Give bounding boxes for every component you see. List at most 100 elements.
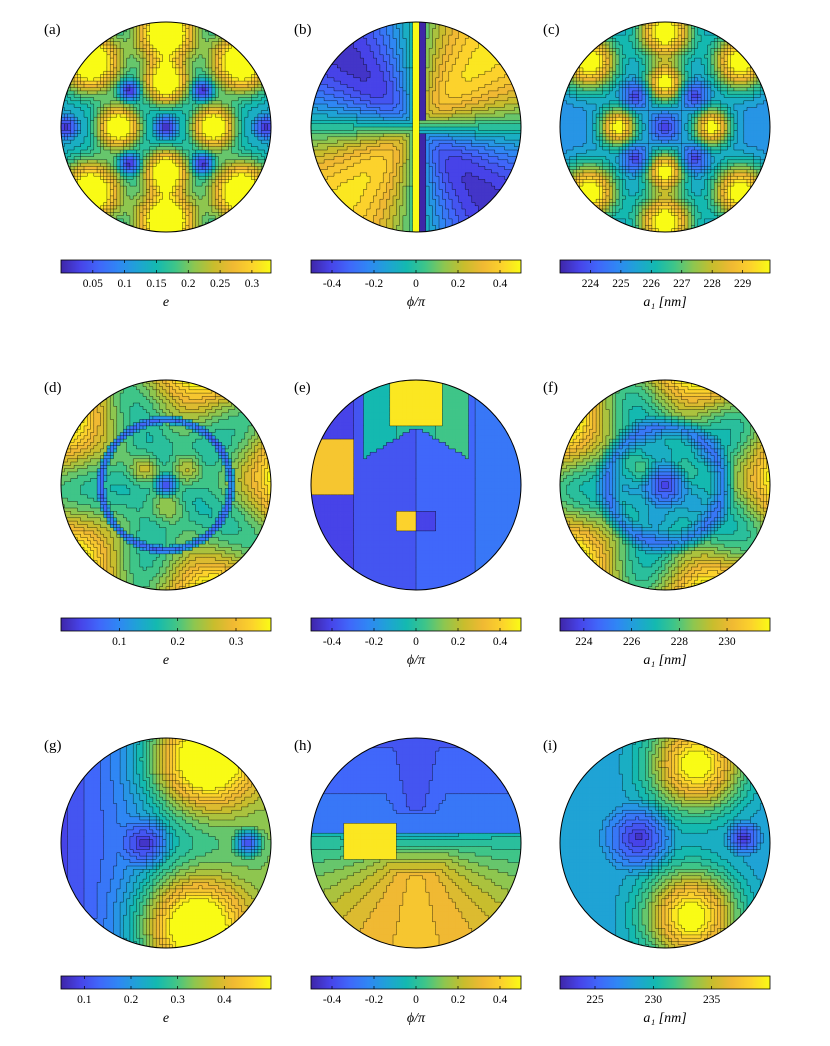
heatmap-cell [376, 222, 381, 226]
heatmap-cell [188, 25, 193, 29]
heatmap-cell [198, 143, 203, 148]
heatmap-cell [152, 130, 157, 134]
heatmap-cell [360, 31, 364, 36]
heatmap-cell [347, 199, 351, 203]
heatmap-cell [195, 90, 200, 95]
heatmap-cell [248, 143, 252, 148]
heatmap-cell [83, 146, 88, 151]
heatmap-cell [198, 179, 203, 184]
heatmap-cell [169, 100, 173, 105]
heatmap-cell [80, 192, 85, 197]
heatmap-cell [83, 136, 88, 141]
heatmap-cell [228, 94, 233, 98]
heatmap-cell [370, 169, 374, 174]
heatmap-cell [120, 100, 124, 105]
heatmap-cell [67, 149, 72, 154]
heatmap-cell [366, 222, 371, 226]
heatmap-cell [166, 120, 170, 125]
heatmap-cell [77, 71, 82, 75]
heatmap-cell [202, 58, 206, 62]
panels: (a)0.05 0.1 0.15 0.2 0.25 0.3e(b)-0.4 -0.2 0 0.2… [44, 21, 771, 1026]
heatmap-cell [373, 166, 378, 171]
heatmap-cell [241, 81, 246, 85]
heatmap-cell [93, 195, 98, 200]
heatmap-cell [188, 81, 193, 85]
heatmap-cell [83, 71, 88, 75]
heatmap-cell [370, 77, 374, 82]
heatmap-cell [218, 202, 223, 207]
heatmap-cell [182, 120, 187, 125]
heatmap-cell [133, 107, 137, 111]
heatmap-cell [64, 123, 68, 128]
heatmap-cell [370, 186, 374, 190]
heatmap-cell [241, 120, 246, 125]
heatmap-cell [93, 166, 98, 171]
heatmap-cell [77, 172, 82, 177]
heatmap-cell [103, 159, 108, 164]
heatmap-cell [383, 136, 387, 141]
heatmap-cell [363, 90, 368, 95]
heatmap-cell [366, 205, 371, 210]
heatmap-cell [211, 110, 216, 115]
heatmap-cell [123, 94, 128, 98]
heatmap-cell [97, 163, 101, 167]
heatmap-cell [110, 156, 114, 161]
heatmap-cell [97, 146, 101, 151]
heatmap-cell [205, 133, 210, 138]
heatmap-cell [113, 100, 118, 105]
heatmap-cell [90, 64, 95, 69]
heatmap-cell [399, 64, 404, 69]
heatmap-cell [221, 54, 226, 59]
heatmap-cell [188, 140, 193, 144]
heatmap-cell [146, 51, 150, 56]
heatmap-cell [120, 77, 124, 82]
panel-a: (a)0.05 0.1 0.15 0.2 0.25 0.3e [44, 21, 272, 310]
heatmap-cell [254, 176, 259, 180]
heatmap-cell [182, 140, 187, 144]
heatmap-cell [402, 74, 407, 79]
heatmap-cell [370, 117, 374, 121]
heatmap-cell [311, 156, 315, 161]
heatmap-cell [169, 48, 173, 52]
heatmap-cell [356, 140, 361, 144]
heatmap-cell [198, 51, 203, 56]
heatmap-cell [396, 77, 400, 82]
heatmap-cell [103, 186, 108, 190]
heatmap-cell [373, 212, 378, 216]
heatmap-cell [225, 81, 229, 85]
heatmap-cell [373, 149, 378, 154]
heatmap-cell [373, 107, 378, 111]
heatmap-cell [146, 54, 150, 59]
heatmap-cell [373, 136, 378, 141]
heatmap-cell [254, 110, 259, 115]
heatmap-cell [159, 38, 164, 43]
heatmap-cell [399, 169, 404, 174]
heatmap-cell [100, 113, 105, 118]
heatmap-cell [360, 94, 364, 98]
heatmap-cell [393, 41, 397, 46]
heatmap-cell [221, 38, 226, 43]
heatmap-cell [314, 136, 318, 141]
heatmap-cell [172, 209, 177, 213]
heatmap-cell [179, 123, 183, 128]
heatmap-cell [241, 123, 246, 128]
heatmap-cell [234, 136, 239, 141]
heatmap-cell [156, 77, 160, 82]
heatmap-cell [376, 31, 381, 36]
heatmap-cell [251, 133, 255, 138]
heatmap-cell [231, 104, 236, 108]
heatmap-cell [366, 94, 371, 98]
heatmap-cell [97, 84, 101, 89]
heatmap-cell [379, 140, 384, 144]
heatmap-cell [106, 192, 111, 197]
heatmap-cell [221, 120, 226, 125]
heatmap-cell [366, 199, 371, 203]
heatmap-cell [225, 192, 229, 197]
heatmap-cell [185, 202, 190, 207]
heatmap-cell [146, 199, 150, 203]
heatmap-cell [317, 97, 322, 102]
heatmap-cell [218, 169, 223, 174]
heatmap-cell [373, 163, 378, 167]
heatmap-cell [129, 54, 134, 59]
heatmap-cell [366, 159, 371, 164]
